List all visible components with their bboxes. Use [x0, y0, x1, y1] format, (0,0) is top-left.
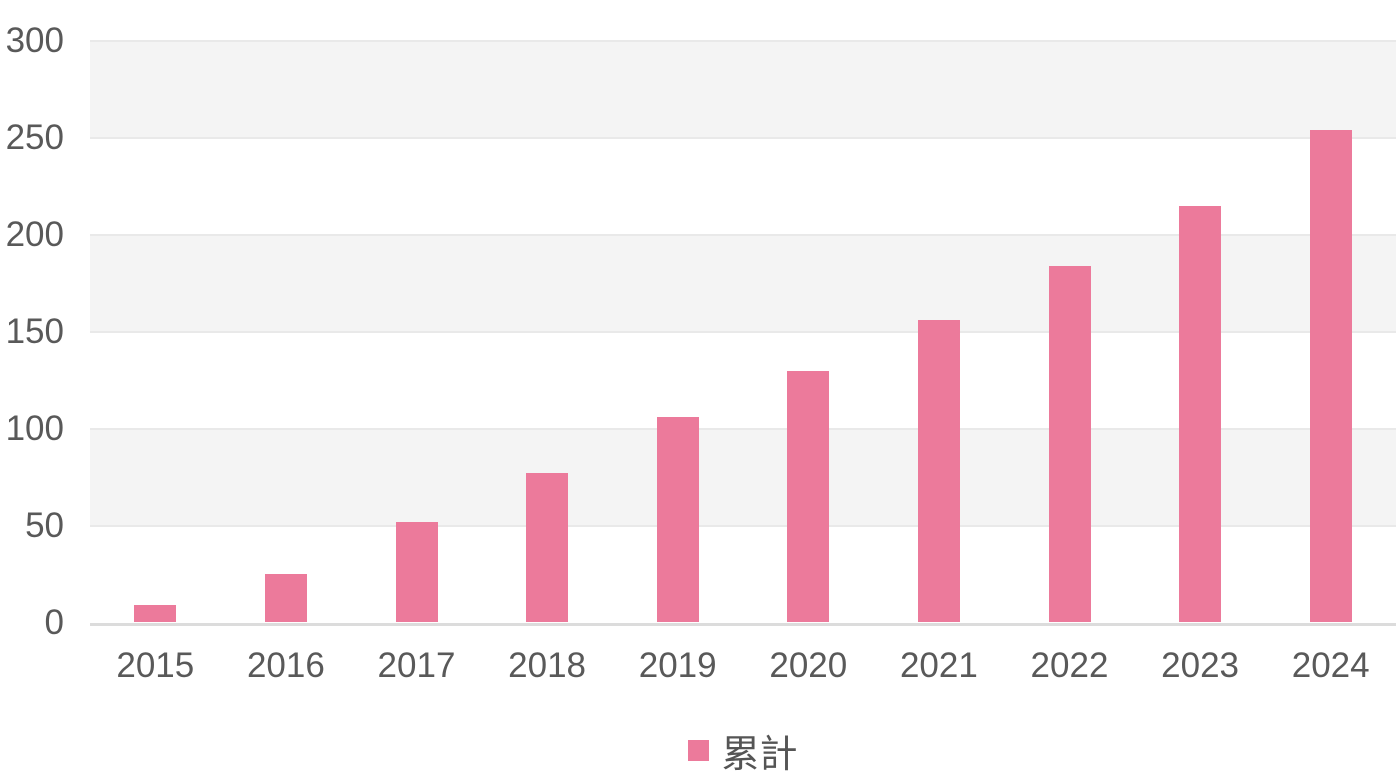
plot-band-50-100	[90, 428, 1396, 526]
x-tick-label-2019: 2019	[638, 646, 717, 685]
bar-2020	[787, 370, 830, 623]
x-tick-label-2021: 2021	[899, 646, 978, 685]
plot-band-100-150	[90, 331, 1396, 429]
bar-2019	[656, 417, 699, 623]
plot-band-150-200	[90, 234, 1396, 332]
y-tick-label-100: 100	[5, 408, 64, 448]
plot-band-0-50	[90, 525, 1396, 623]
bar-2023	[1179, 205, 1222, 623]
gridline-200	[90, 233, 1396, 236]
bar-2022	[1048, 265, 1091, 623]
x-tick-label-2020: 2020	[769, 646, 848, 685]
bar-2017	[395, 521, 438, 623]
x-tick-label-2017: 2017	[377, 646, 456, 685]
y-tick-label-200: 200	[5, 214, 64, 254]
bar-2015	[134, 605, 177, 623]
bar-2021	[917, 320, 960, 623]
plot-area	[90, 40, 1396, 626]
gridline-50	[90, 524, 1396, 527]
plot-band-250-300	[90, 41, 1396, 138]
legend-label: 累計	[721, 733, 798, 776]
bar-2018	[526, 473, 569, 623]
x-tick-label-2022: 2022	[1030, 646, 1109, 685]
bar-2016	[264, 574, 307, 623]
gridline-100	[90, 427, 1396, 430]
y-tick-label-300: 300	[5, 21, 64, 60]
gridline-300	[90, 40, 1396, 42]
y-tick-label-250: 250	[5, 117, 64, 157]
x-tick-label-2015: 2015	[116, 646, 195, 685]
y-tick-label-0: 0	[44, 602, 64, 642]
x-tick-label-2024: 2024	[1291, 646, 1370, 685]
y-tick-label-150: 150	[5, 311, 64, 351]
legend: 累計	[90, 726, 1396, 776]
x-axis-line	[90, 622, 1396, 626]
plot-band-200-250	[90, 137, 1396, 235]
gridline-250	[90, 136, 1396, 139]
x-tick-label-2018: 2018	[508, 646, 587, 685]
legend-swatch	[688, 739, 710, 761]
gridline-150	[90, 330, 1396, 333]
x-tick-label-2023: 2023	[1161, 646, 1240, 685]
y-tick-label-50: 50	[25, 505, 64, 545]
bar-2024	[1309, 130, 1352, 623]
x-tick-label-2016: 2016	[246, 646, 325, 685]
